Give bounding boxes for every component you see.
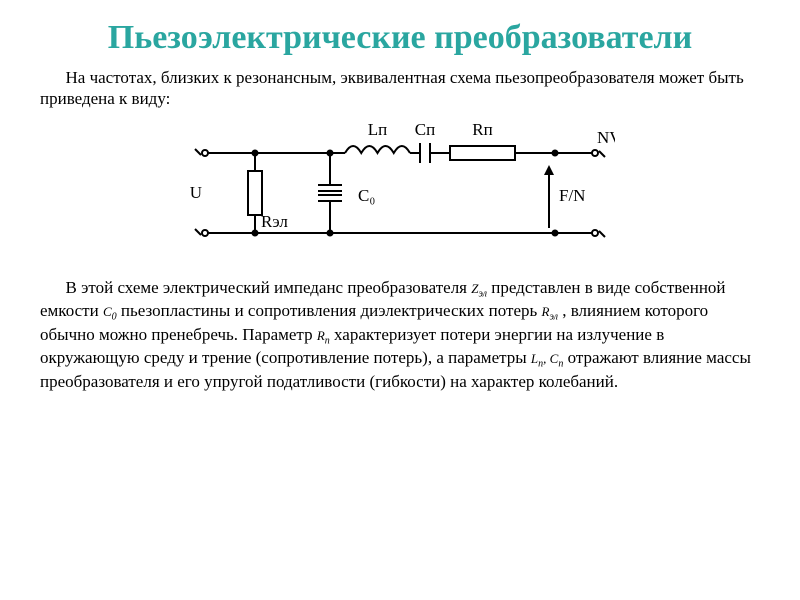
sym-zel: Zэл xyxy=(471,281,487,296)
svg-text:C₀: C₀ xyxy=(358,186,375,205)
svg-text:Lп: Lп xyxy=(368,120,387,139)
svg-text:Rп: Rп xyxy=(472,120,492,139)
svg-text:F/N: F/N xyxy=(559,186,585,205)
sym-cn: Cп xyxy=(550,351,564,366)
svg-text:Cп: Cп xyxy=(415,120,435,139)
body-seg3: пьезопластины и сопротивления диэлектрич… xyxy=(121,301,542,320)
sym-ln: Lп xyxy=(531,351,543,366)
body-text: В этой схеме электрический импеданс прео… xyxy=(40,277,760,393)
svg-text:Rэл: Rэл xyxy=(261,212,288,231)
svg-text:U: U xyxy=(190,183,202,202)
sym-c0: C0 xyxy=(103,304,117,319)
sym-rel: Rэл xyxy=(542,304,558,319)
svg-text:NV: NV xyxy=(597,128,615,147)
circuit-diagram: U Rэл C₀ Lп Cп Rп NV F/N xyxy=(185,118,615,258)
slide-title: Пьезоэлектрические преобразователи xyxy=(40,18,760,57)
intro-text: На частотах, близких к резонансным, экви… xyxy=(40,67,760,110)
circuit-diagram-container: U Rэл C₀ Lп Cп Rп NV F/N xyxy=(40,118,760,263)
sym-rn: Rп xyxy=(317,328,330,343)
body-seg1: В этой схеме электрический импеданс прео… xyxy=(66,278,472,297)
